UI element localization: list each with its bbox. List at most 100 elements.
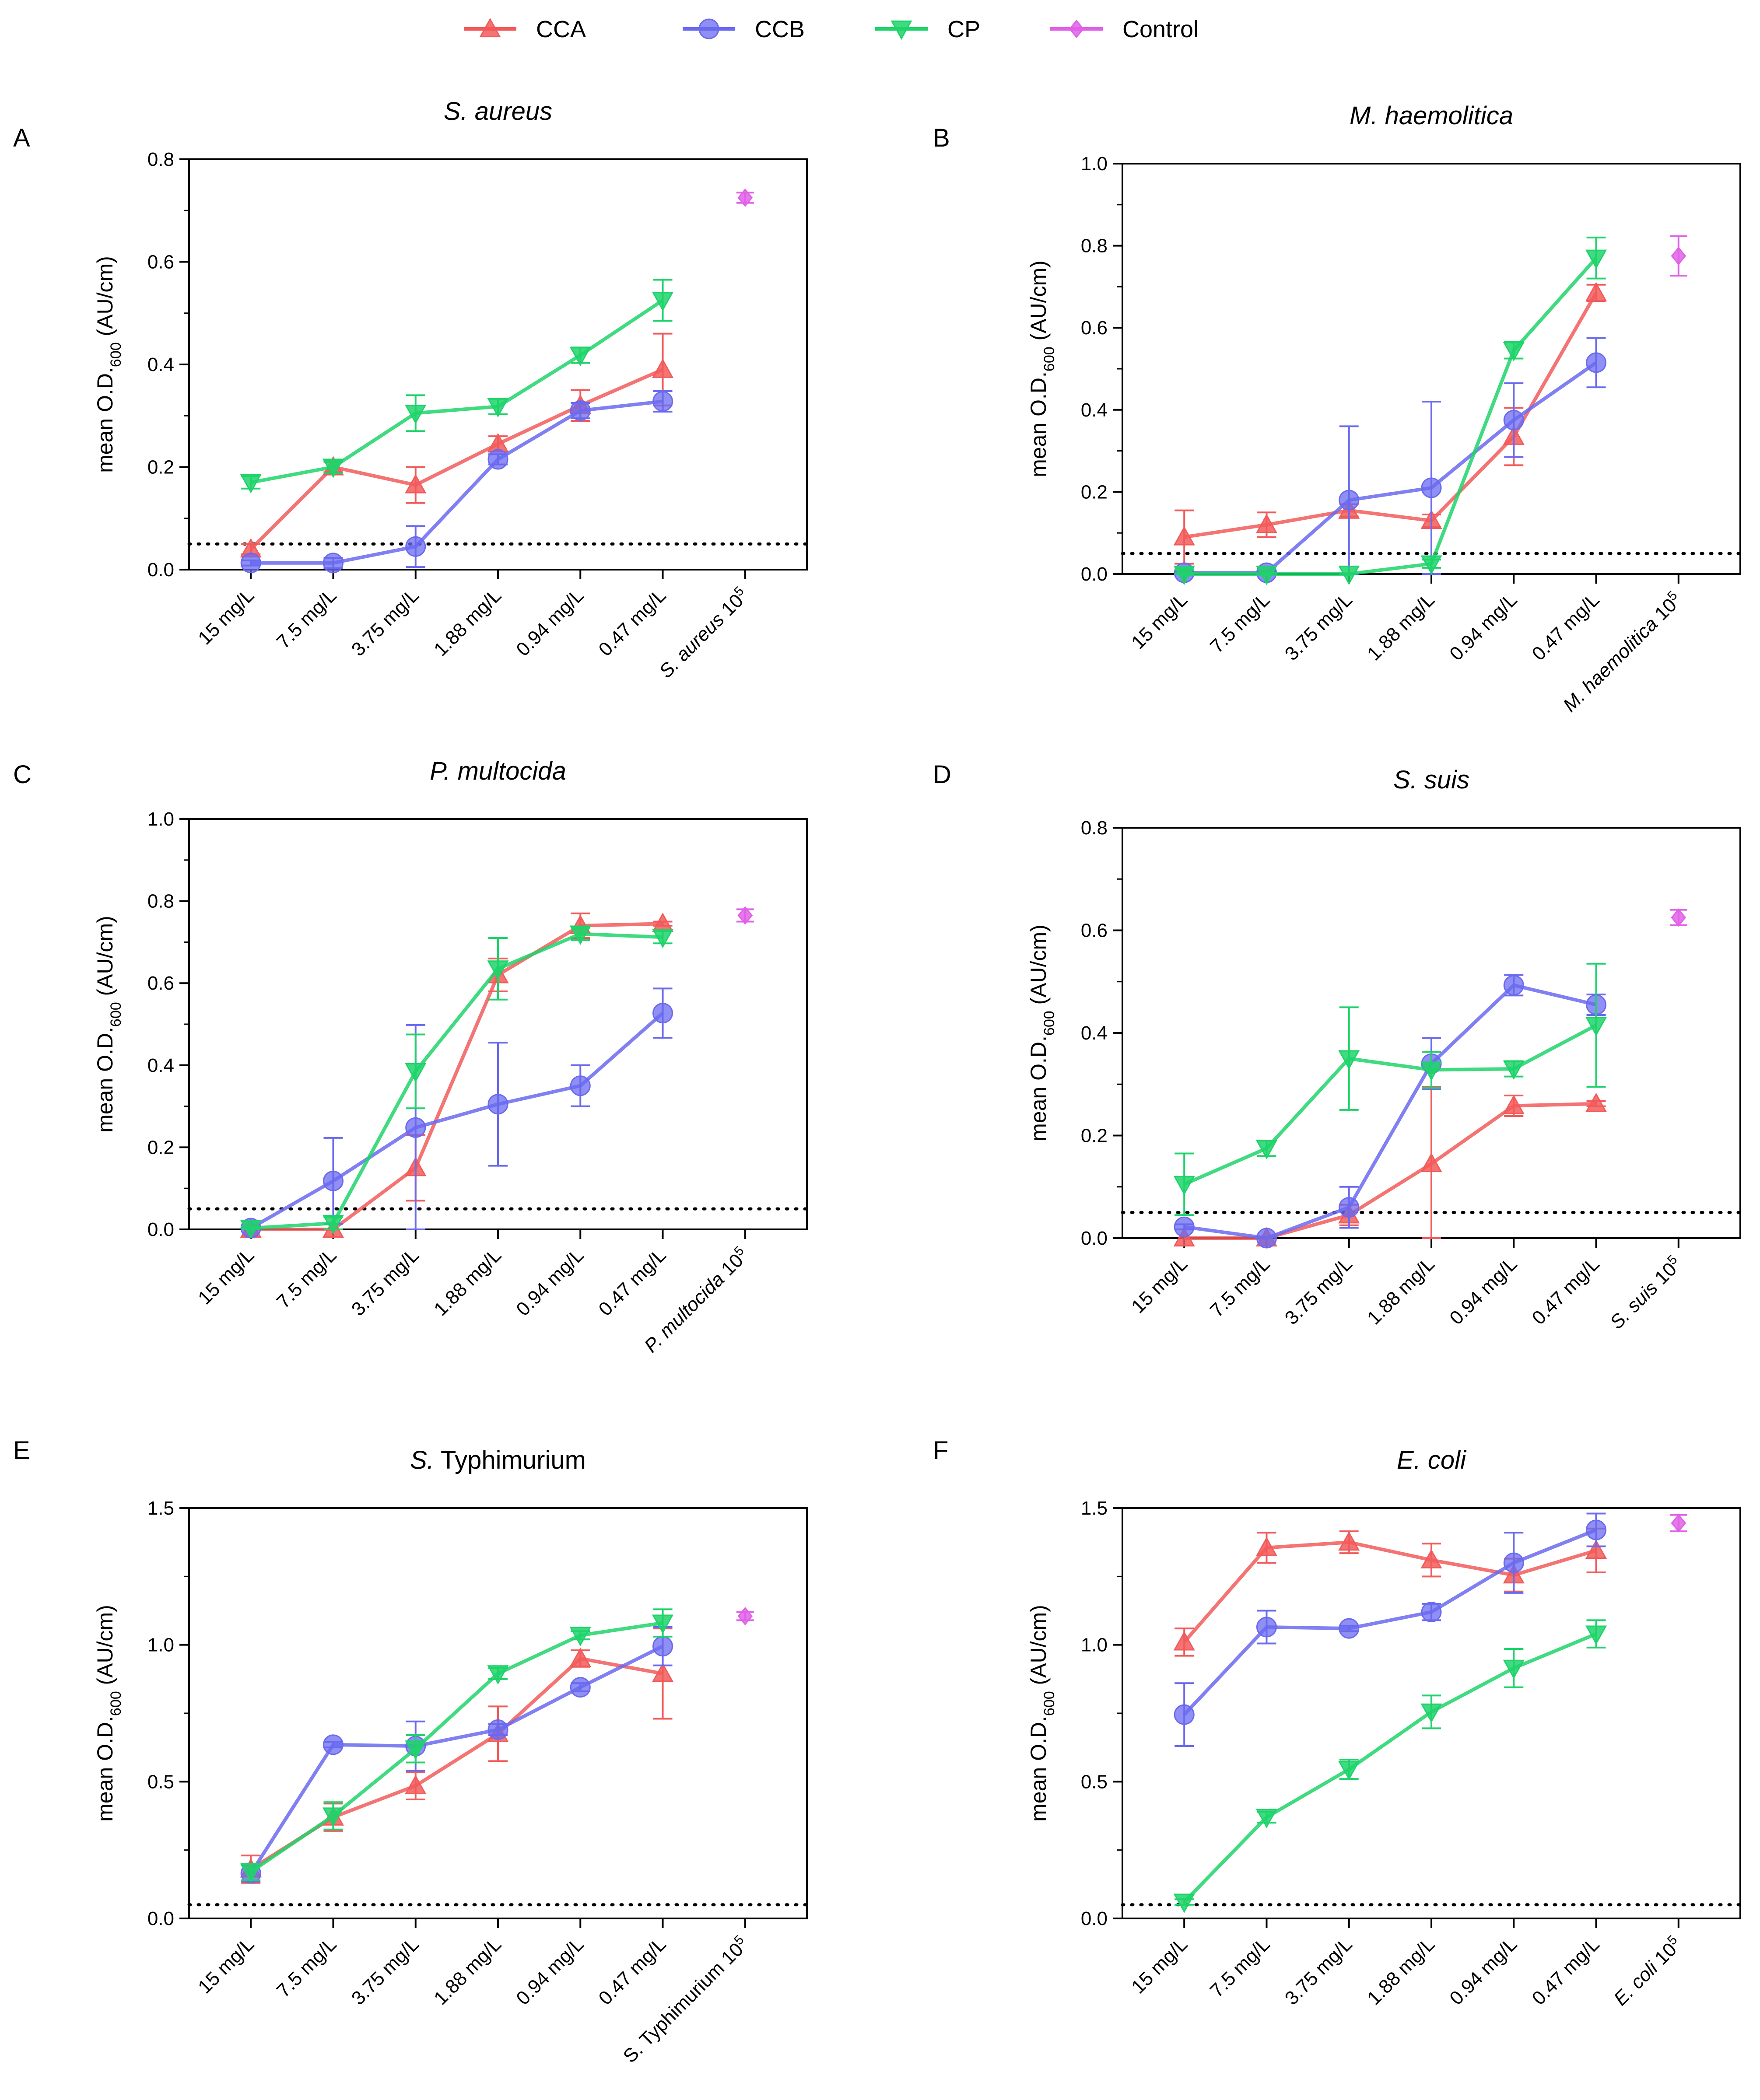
series-line-cp [249, 1621, 663, 1873]
data-point-cp [569, 346, 591, 366]
series-ccb [240, 1626, 673, 1884]
x-tick-label: 0.47 mg/L [595, 1244, 670, 1320]
data-point-ccb [1586, 352, 1607, 373]
y-axis-title-part: (AU/cm) [1026, 924, 1051, 1011]
data-point-ccb [1339, 490, 1360, 511]
y-tick-label: 0.0 [1081, 1908, 1108, 1929]
panel-letter: E [13, 1436, 30, 1465]
y-axis-title: mean O.D.600 (AU/cm) [93, 916, 124, 1133]
y-tick-label: 0.4 [147, 354, 174, 375]
panel-e: E S. Typhimurium 0.0 0.5 1.0 1.5 mean O.D.600 … [13, 1436, 809, 2067]
data-point-cp [1420, 1703, 1442, 1723]
panel-title: S. Typhimurium [410, 1446, 586, 1474]
data-point-ccb [652, 391, 673, 412]
x-tick-label: 1.88 mg/L [1363, 1933, 1439, 2009]
data-point-control [737, 1606, 753, 1626]
data-point-control [1671, 246, 1686, 266]
x-tick-label: 7.5 mg/L [1206, 589, 1274, 657]
y-axis-title: mean O.D.600 (AU/cm) [1026, 1605, 1058, 1822]
x-tick-label: 1.88 mg/L [430, 1244, 505, 1320]
data-point-ccb [240, 553, 261, 574]
x-tick-label: 1.88 mg/L [1363, 589, 1439, 665]
y-tick-label: 1.0 [147, 1634, 174, 1656]
y-tick-label: 0.2 [1081, 1125, 1108, 1147]
data-point-cca [1503, 1095, 1525, 1114]
y-axis-title-sub: 600 [1041, 1691, 1058, 1716]
series-line-cp [250, 299, 664, 484]
y-axis-title: mean O.D.600 (AU/cm) [1026, 260, 1058, 477]
panel-title: E. coli [1397, 1446, 1467, 1474]
data-point-cca [1585, 1092, 1607, 1112]
y-tick-label: 1.5 [1081, 1498, 1108, 1519]
y-tick-label: 0.5 [147, 1771, 174, 1792]
panel-a: A S. aureus 0.0 0.2 0.4 0.6 0.8 mean O.D.600 (A… [13, 97, 809, 682]
data-point-cca [652, 1662, 674, 1682]
series-cca [1173, 1086, 1607, 1247]
x-tick-label: 0.47 mg/L [1528, 589, 1604, 665]
data-point-cca [1173, 1631, 1195, 1651]
data-point-cp [1255, 1809, 1278, 1828]
series-line-ccb [1183, 1528, 1597, 1716]
data-point-ccb [1586, 1519, 1607, 1540]
y-tick-label: 0.8 [147, 891, 174, 912]
x-tick-label: 0.47 mg/L [1528, 1933, 1604, 2009]
data-point-ccb [487, 1094, 508, 1115]
series-line-cca [250, 1656, 663, 1871]
panel-letter: C [13, 760, 32, 789]
series-line-cp [1184, 257, 1598, 576]
data-point-cp [1255, 1140, 1278, 1159]
y-axis-title-part: mean O.D. [1026, 371, 1051, 477]
panel-title-italic: S. [410, 1446, 434, 1474]
data-point-cca [1173, 526, 1195, 546]
x-tick-label: 7.5 mg/L [273, 584, 341, 653]
data-point-ccb [1339, 1197, 1360, 1218]
legend-label-cca: CCA [536, 16, 586, 42]
y-tick-label: 0.2 [1081, 481, 1108, 503]
x-tick-label: 3.75 mg/L [1281, 1933, 1357, 2009]
x-tick-label: 15 mg/L [1127, 1253, 1192, 1317]
data-point-cp [322, 1214, 344, 1235]
data-point-cca [1585, 282, 1607, 301]
series-cca [1173, 1527, 1607, 1657]
data-point-control [1671, 908, 1686, 927]
data-point-cp [487, 398, 509, 418]
y-tick-label: 0.6 [147, 973, 174, 994]
legend-entry-ccb: CCB [683, 16, 805, 42]
data-point-ccb [570, 1677, 591, 1698]
data-point-ccb [1421, 1602, 1442, 1623]
x-tick-label: 15 mg/L [194, 1244, 258, 1309]
data-point-cca [1420, 1152, 1442, 1172]
data-point-cp [1503, 1659, 1525, 1679]
y-axis-title-sub: 600 [1041, 1011, 1058, 1036]
x-tick-label: 15 mg/L [1127, 1933, 1192, 1998]
series-cp [240, 1608, 674, 1883]
data-point-cp [322, 458, 344, 478]
data-point-cp [1338, 565, 1360, 585]
series-line-cp [1183, 1023, 1597, 1186]
x-tick-label-italic: P. multocida [640, 1268, 729, 1357]
x-tick-label: 7.5 mg/L [273, 1244, 341, 1312]
series-line-cp [250, 932, 663, 1230]
data-point-cp [1503, 342, 1525, 361]
panel-title: S. aureus [444, 97, 552, 126]
data-point-cp [652, 929, 674, 948]
panel-d: D S. suis 0.0 0.2 0.4 0.6 0.8 mean O.D.600 (AU/… [933, 760, 1742, 1333]
series-line-ccb [1184, 983, 1597, 1240]
series-cp [240, 279, 674, 494]
series-ccb [1174, 337, 1607, 583]
series-cp [1173, 1619, 1607, 1913]
y-axis-title-sub: 600 [108, 342, 124, 367]
y-tick-label: 0.8 [1081, 817, 1108, 839]
plot-frame [188, 158, 808, 570]
data-point-ccb [405, 1117, 426, 1138]
x-tick-label: 7.5 mg/L [1206, 1253, 1274, 1321]
y-tick-label: 1.0 [147, 808, 174, 830]
legend-marker-cca [479, 18, 501, 38]
legend-label-ccb: CCB [755, 16, 805, 42]
y-axis-title-part: (AU/cm) [93, 256, 117, 342]
y-tick-label: 0.0 [147, 1908, 174, 1929]
y-tick-label: 0.6 [147, 252, 174, 273]
data-point-ccb [323, 1734, 344, 1755]
